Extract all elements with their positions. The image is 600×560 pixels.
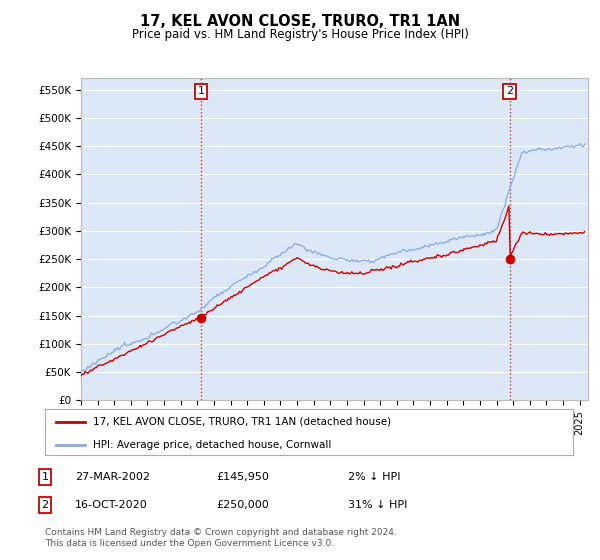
- Text: 17, KEL AVON CLOSE, TRURO, TR1 1AN: 17, KEL AVON CLOSE, TRURO, TR1 1AN: [140, 14, 460, 29]
- Text: 1: 1: [197, 86, 205, 96]
- Text: 31% ↓ HPI: 31% ↓ HPI: [348, 500, 407, 510]
- Text: 27-MAR-2002: 27-MAR-2002: [75, 472, 150, 482]
- Text: £250,000: £250,000: [216, 500, 269, 510]
- Text: HPI: Average price, detached house, Cornwall: HPI: Average price, detached house, Corn…: [92, 440, 331, 450]
- Text: Price paid vs. HM Land Registry's House Price Index (HPI): Price paid vs. HM Land Registry's House …: [131, 28, 469, 41]
- Text: 2: 2: [506, 86, 513, 96]
- Text: £145,950: £145,950: [216, 472, 269, 482]
- Text: 17, KEL AVON CLOSE, TRURO, TR1 1AN (detached house): 17, KEL AVON CLOSE, TRURO, TR1 1AN (deta…: [92, 417, 391, 427]
- Text: 1: 1: [41, 472, 49, 482]
- Text: 2: 2: [41, 500, 49, 510]
- Text: 2% ↓ HPI: 2% ↓ HPI: [348, 472, 401, 482]
- Text: Contains HM Land Registry data © Crown copyright and database right 2024.
This d: Contains HM Land Registry data © Crown c…: [45, 528, 397, 548]
- Text: 16-OCT-2020: 16-OCT-2020: [75, 500, 148, 510]
